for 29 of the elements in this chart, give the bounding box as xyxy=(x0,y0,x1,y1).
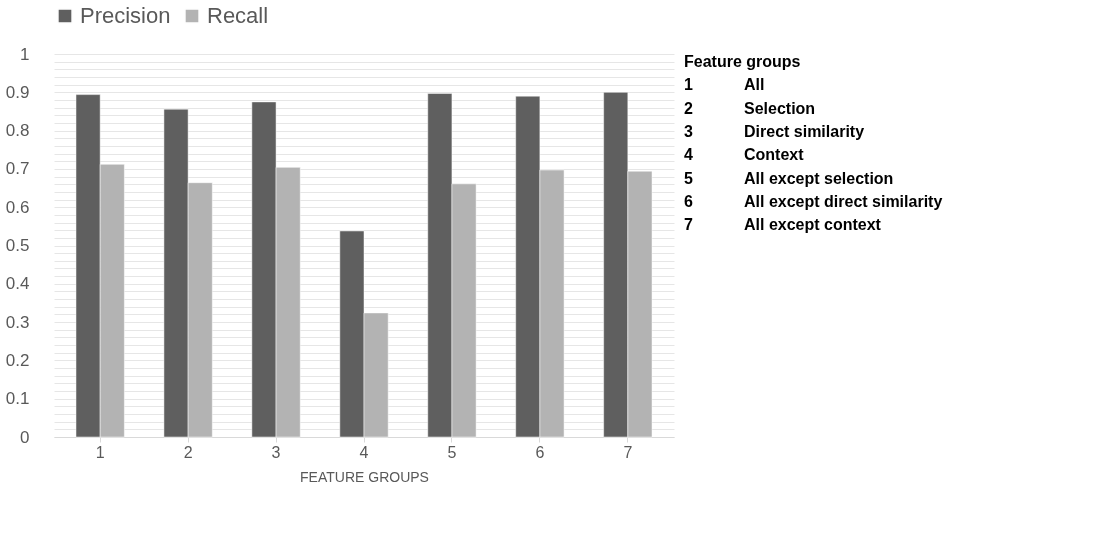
legend-label: Recall xyxy=(207,3,269,28)
x-axis-title: FEATURE GROUPS xyxy=(300,468,429,485)
y-tick-label: 0.2 xyxy=(5,350,30,370)
y-tick-label: 0 xyxy=(20,427,30,447)
text: 4 Context xyxy=(684,146,804,164)
y-tick-label: 0.5 xyxy=(5,236,30,255)
x-tick-label: 5 xyxy=(447,443,457,461)
text: 1 All xyxy=(684,76,765,94)
y-tick-label: 0.7 xyxy=(5,159,30,179)
x-tick-label: 6 xyxy=(535,443,545,461)
y-tick-label: 1 xyxy=(20,44,30,64)
x-tick-label: 2 xyxy=(183,443,193,461)
y-tick-label: 0.9 xyxy=(5,82,30,102)
y-tick-label: 0.8 xyxy=(5,121,30,141)
text: 6 All except direct similarity xyxy=(684,193,943,210)
text: 3 Direct similarity xyxy=(684,123,865,140)
x-tick-label: 1 xyxy=(95,443,105,461)
y-tick-label: 0.6 xyxy=(5,197,30,217)
y-tick-label: 0.3 xyxy=(5,312,30,332)
legend-label: Precision xyxy=(80,3,171,28)
y-tick-label: 0.4 xyxy=(5,274,30,294)
text: Feature groups xyxy=(684,53,801,70)
text: 5 All except selection xyxy=(684,169,894,187)
x-tick-label: 7 xyxy=(623,443,633,461)
text: 7 All except context xyxy=(684,216,881,234)
x-tick-label: 4 xyxy=(359,443,369,461)
y-tick-label: 0.1 xyxy=(5,389,30,409)
x-tick-label: 3 xyxy=(271,443,281,461)
text: 2 Selection xyxy=(684,99,816,117)
